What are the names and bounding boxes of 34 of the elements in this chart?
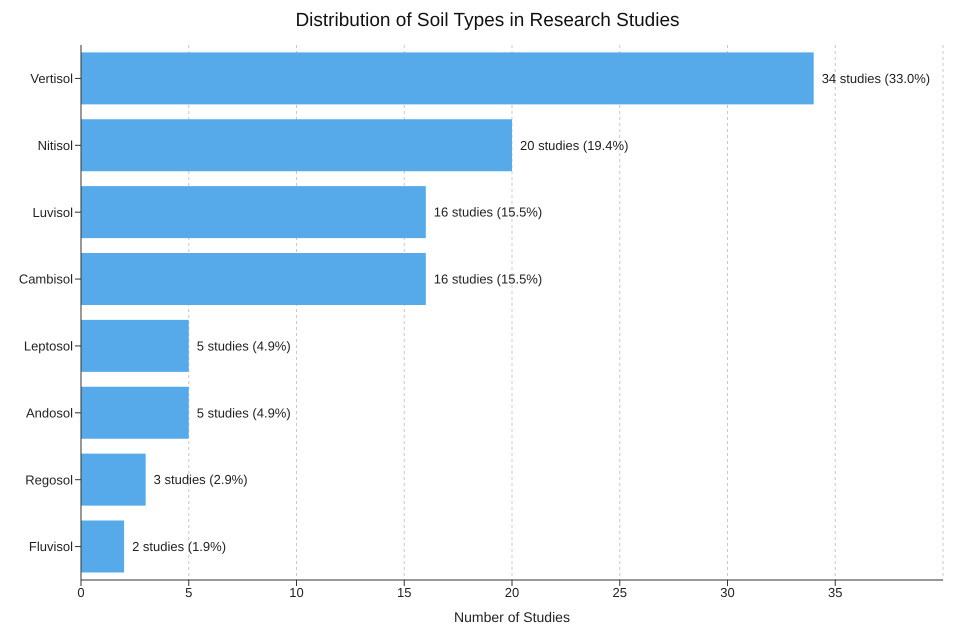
data-label: 3 studies (2.9%)	[154, 472, 248, 488]
data-label: 2 studies (1.9%)	[132, 539, 226, 554]
data-label: 5 studies (4.9%)	[196, 405, 291, 420]
bar	[81, 52, 814, 104]
data-label: 34 studies (33.0%)	[822, 70, 930, 86]
y-tick-label: Regosol	[25, 472, 74, 488]
bar	[81, 386, 189, 439]
x-tick-label: 20	[504, 585, 520, 600]
x-tick-label: 5	[185, 585, 192, 600]
data-label: 20 studies (19.4%)	[520, 138, 628, 153]
y-tick-label: Cambisol	[18, 272, 74, 287]
data-label: 16 studies (15.5%)	[434, 272, 542, 287]
x-tick-label: 10	[289, 585, 304, 600]
bar	[81, 119, 512, 172]
data-label: 5 studies (4.9%)	[196, 338, 291, 354]
bar	[81, 520, 124, 572]
x-tick-label: 15	[397, 585, 412, 600]
y-tick-label: Fluvisol	[28, 539, 74, 554]
x-tick-label: 30	[720, 585, 735, 600]
y-tick-label: Luvisol	[32, 204, 74, 220]
bar	[81, 320, 189, 372]
x-tick-label: 25	[612, 585, 627, 600]
bar	[81, 252, 426, 305]
y-tick-label: Vertisol	[30, 71, 74, 86]
data-label: 16 studies (15.5%)	[434, 204, 542, 220]
y-tick-label: Leptosol	[24, 338, 74, 354]
bar	[81, 454, 146, 506]
x-tick-label: 0	[77, 585, 85, 600]
x-tick-label: 35	[828, 585, 842, 600]
bar	[81, 186, 426, 238]
y-tick-label: Andosol	[26, 405, 74, 420]
y-tick-label: Nitisol	[38, 138, 74, 153]
x-axis-title: Number of Studies	[454, 609, 570, 625]
chart-title: Distribution of Soil Types in Research Studies	[294, 9, 681, 33]
